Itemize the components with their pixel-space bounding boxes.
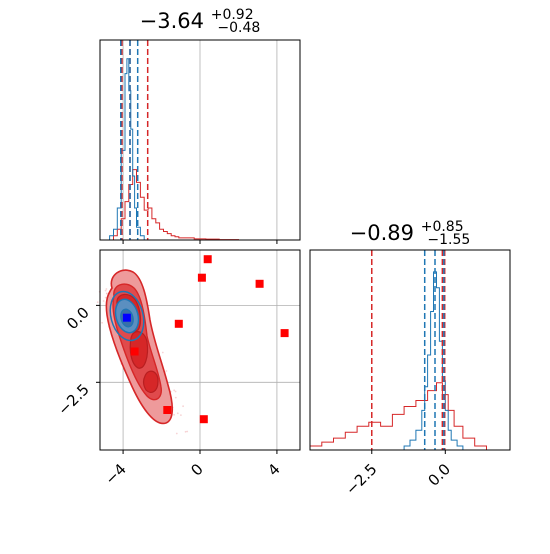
red-square-marker: [174, 319, 183, 328]
sample-dot: [104, 289, 107, 292]
param2-title-minus: −1.55: [427, 232, 470, 248]
param2-title-plus: +0.85: [421, 219, 464, 235]
sample-dot: [175, 432, 178, 435]
sample-dot: [180, 414, 182, 416]
sample-dot: [104, 296, 107, 299]
param1-axes-frame: [99, 39, 301, 241]
red-square-marker: [255, 279, 264, 288]
param1-blue-histogram: [105, 58, 145, 241]
sample-dot: [186, 430, 189, 433]
joint-x-tick-label: 0: [187, 460, 206, 479]
param1-title-minus: −0.48: [217, 20, 260, 36]
param1-red-histogram: [113, 169, 239, 241]
red-square-marker: [199, 415, 208, 424]
sample-dot: [96, 301, 99, 304]
contour-inner-2: [129, 331, 149, 369]
param1-title-plus: +0.92: [211, 7, 254, 23]
param2-title-value: −0.89: [350, 221, 414, 245]
sample-dot: [102, 300, 105, 302]
sample-dot: [165, 370, 168, 372]
red-square-marker: [197, 273, 206, 282]
sample-dot: [182, 405, 185, 408]
param2-blue-histogram: [398, 271, 464, 451]
param1-marginal-panel: −3.64 +0.92 −0.48: [99, 0, 301, 244]
param2-x-tick-label: 0.0: [425, 460, 455, 490]
red-square-marker: [163, 406, 172, 414]
sample-dot: [105, 292, 108, 295]
param2-title: −0.89 +0.85 −1.55: [350, 212, 471, 248]
red-square-marker: [130, 347, 139, 356]
sample-dot: [184, 430, 187, 433]
joint-panel: −4 0 4 0.0 −2.5: [54, 249, 301, 488]
red-square-marker: [203, 255, 212, 264]
param2-x-tick-label: −2.5: [342, 460, 380, 498]
sample-dot: [173, 413, 176, 416]
sample-dot: [173, 389, 176, 392]
joint-y-tick-label: −2.5: [54, 380, 92, 418]
param2-axes-frame: [309, 249, 511, 451]
sample-dot: [174, 390, 177, 393]
sample-dot: [176, 412, 179, 415]
joint-x-tick-label: 4: [264, 460, 283, 479]
density-contours: [105, 269, 174, 425]
sample-dot: [161, 351, 164, 354]
red-square-marker: [280, 329, 289, 338]
blue-contour-outer: [109, 290, 145, 342]
contour-inner-3: [143, 370, 159, 393]
sample-dot: [101, 321, 103, 324]
sample-dot: [105, 288, 108, 290]
sample-dot: [174, 396, 177, 399]
param1-title: −3.64 +0.92 −0.48: [140, 0, 261, 36]
joint-y-tick-label: 0.0: [63, 303, 93, 333]
param1-title-value: −3.64: [140, 9, 204, 33]
joint-x-tick-label: −4: [102, 460, 130, 488]
param2-red-histogram: [309, 382, 487, 450]
joint-axes-frame: [99, 249, 301, 451]
param2-marginal-panel: −2.5 0.0 −0.89 +0.85 −1.55: [309, 212, 511, 499]
blue-square-marker: [122, 313, 131, 322]
